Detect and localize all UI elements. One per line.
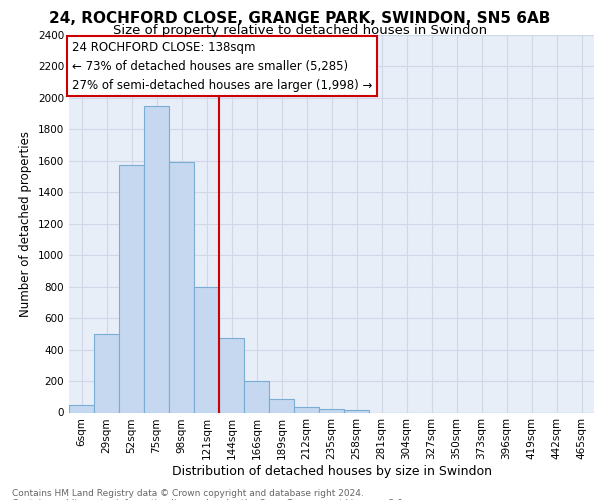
Text: Size of property relative to detached houses in Swindon: Size of property relative to detached ho… — [113, 24, 487, 37]
Y-axis label: Number of detached properties: Number of detached properties — [19, 130, 32, 317]
Bar — [244, 381, 269, 412]
Bar — [344, 410, 369, 412]
Bar — [94, 334, 119, 412]
Bar — [269, 399, 294, 412]
Bar — [294, 407, 319, 412]
Text: 24, ROCHFORD CLOSE, GRANGE PARK, SWINDON, SN5 6AB: 24, ROCHFORD CLOSE, GRANGE PARK, SWINDON… — [49, 11, 551, 26]
Text: Contains public sector information licensed under the Open Government Licence v3: Contains public sector information licen… — [12, 498, 406, 500]
Text: 24 ROCHFORD CLOSE: 138sqm
← 73% of detached houses are smaller (5,285)
27% of se: 24 ROCHFORD CLOSE: 138sqm ← 73% of detac… — [71, 40, 372, 92]
Bar — [169, 162, 194, 412]
Bar — [144, 106, 169, 412]
X-axis label: Distribution of detached houses by size in Swindon: Distribution of detached houses by size … — [172, 465, 491, 478]
Bar — [119, 165, 144, 412]
Bar — [194, 286, 219, 412]
Bar — [69, 404, 94, 412]
Bar — [319, 408, 344, 412]
Text: Contains HM Land Registry data © Crown copyright and database right 2024.: Contains HM Land Registry data © Crown c… — [12, 488, 364, 498]
Bar — [219, 338, 244, 412]
